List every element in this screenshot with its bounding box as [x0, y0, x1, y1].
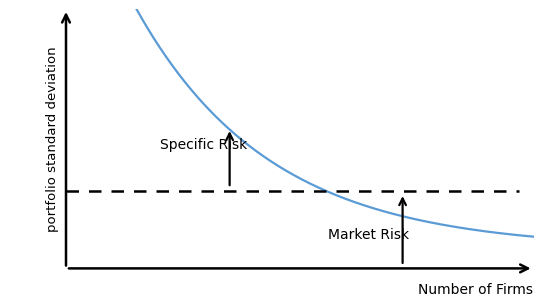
Y-axis label: portfolio standard deviation: portfolio standard deviation [46, 46, 59, 231]
Text: Market Risk: Market Risk [328, 228, 409, 242]
Text: Number of Firms: Number of Firms [419, 283, 534, 297]
Text: Specific Risk: Specific Risk [160, 138, 247, 152]
